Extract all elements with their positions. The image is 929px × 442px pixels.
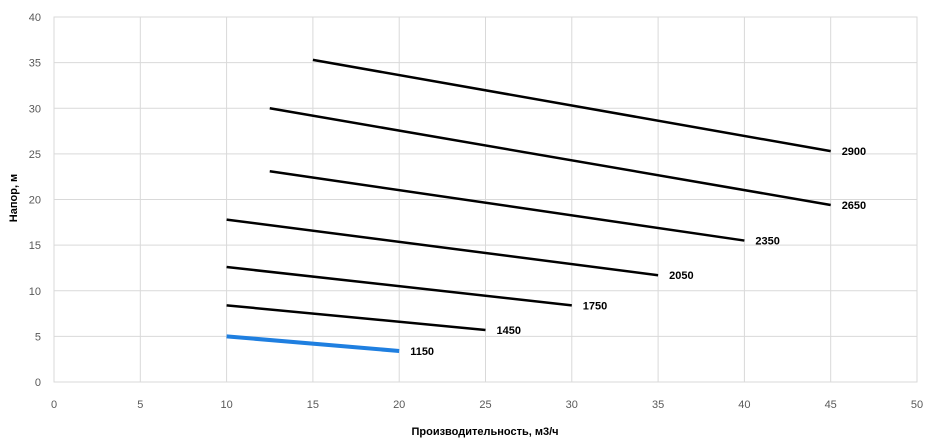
x-axis-label: Производительность, м3/ч <box>411 426 558 438</box>
series-line-2900 <box>312 58 831 153</box>
x-tick-label: 30 <box>566 399 578 411</box>
y-tick-label: 20 <box>29 195 41 207</box>
series-label-1450: 1450 <box>497 325 521 337</box>
series-line-1750 <box>226 265 572 307</box>
x-tick-label: 25 <box>479 399 491 411</box>
series-label-1150: 1150 <box>410 346 434 358</box>
series-label-2350: 2350 <box>755 236 779 248</box>
x-tick-label: 10 <box>220 399 232 411</box>
series-line-2650 <box>269 107 831 207</box>
grid <box>53 16 918 383</box>
y-tick-label: 30 <box>29 103 41 115</box>
plot-area <box>53 16 918 383</box>
plot-border <box>53 16 918 383</box>
series-label-2900: 2900 <box>842 146 866 158</box>
series-lines <box>226 58 831 353</box>
series-label-2650: 2650 <box>842 200 866 212</box>
y-tick-label: 0 <box>35 377 41 389</box>
x-tick-label: 50 <box>911 399 923 411</box>
y-tick-label: 5 <box>35 331 41 343</box>
x-tick-label: 20 <box>393 399 405 411</box>
y-tick-label: 25 <box>29 149 41 161</box>
x-tick-label: 45 <box>825 399 837 411</box>
x-tick-label: 40 <box>738 399 750 411</box>
x-tick-label: 35 <box>652 399 664 411</box>
y-axis-label: Напор, м <box>8 174 20 222</box>
y-tick-label: 15 <box>29 240 41 252</box>
x-tick-label: 0 <box>51 399 57 411</box>
series-line-1450 <box>226 304 486 332</box>
y-tick-label: 35 <box>29 58 41 70</box>
y-tick-labels: 0 5 10 15 20 25 30 35 40 <box>29 12 41 389</box>
series-label-2050: 2050 <box>669 270 693 282</box>
x-tick-label: 15 <box>307 399 319 411</box>
x-tick-label: 5 <box>137 399 143 411</box>
x-tick-labels: 0 5 10 15 20 25 30 35 40 45 50 <box>51 399 923 411</box>
series-line-1150 <box>226 334 400 353</box>
series-labels: 2900 2650 2350 2050 1750 1450 1150 <box>410 146 866 358</box>
y-tick-label: 10 <box>29 286 41 298</box>
series-line-2050 <box>226 218 659 277</box>
series-line-2350 <box>269 169 745 242</box>
y-tick-label: 40 <box>29 12 41 24</box>
series-label-1750: 1750 <box>583 300 607 312</box>
